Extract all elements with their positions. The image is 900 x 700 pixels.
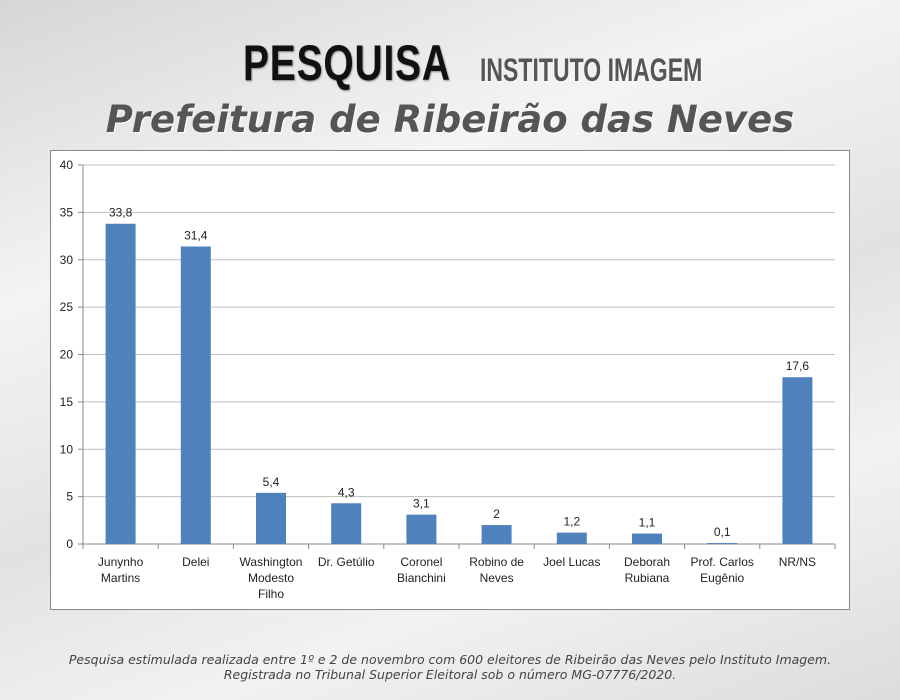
data-label: 4,3 bbox=[338, 485, 355, 499]
footer: Pesquisa estimulada realizada entre 1º e… bbox=[0, 652, 900, 682]
footer-line-1: Pesquisa estimulada realizada entre 1º e… bbox=[68, 652, 832, 667]
bar bbox=[105, 223, 136, 544]
y-tick-label: 25 bbox=[60, 300, 74, 314]
y-tick-label: 10 bbox=[60, 442, 74, 456]
y-tick-label: 0 bbox=[66, 537, 73, 551]
bar bbox=[632, 533, 662, 544]
x-tick-label: NR/NS bbox=[779, 555, 816, 569]
y-tick-label: 20 bbox=[60, 348, 74, 362]
bar bbox=[180, 246, 211, 545]
x-tick-label: Eugênio bbox=[700, 571, 744, 585]
subtitle: Prefeitura de Ribeirão das Neves bbox=[105, 98, 795, 141]
x-tick-label: Filho bbox=[258, 587, 284, 601]
data-label: 0,1 bbox=[714, 525, 731, 539]
x-tick-label: Rubiana bbox=[625, 571, 670, 585]
x-tick-label: Junynho bbox=[98, 555, 144, 569]
institute-name: INSTITUTO IMAGEM bbox=[480, 52, 703, 88]
bar bbox=[406, 514, 437, 544]
bar bbox=[256, 492, 286, 544]
bar bbox=[782, 377, 813, 544]
data-label: 3,1 bbox=[413, 497, 430, 511]
data-label: 2 bbox=[493, 507, 500, 521]
x-tick-label: Washington bbox=[240, 555, 303, 569]
data-label: 31,4 bbox=[184, 228, 208, 242]
x-tick-label: Prof. Carlos bbox=[691, 555, 754, 569]
x-tick-label: Modesto bbox=[248, 571, 294, 585]
x-tick-label: Bianchini bbox=[397, 571, 446, 585]
x-tick-label: Deborah bbox=[624, 555, 670, 569]
bar bbox=[481, 525, 512, 544]
bar bbox=[707, 543, 738, 544]
y-tick-label: 40 bbox=[60, 158, 74, 172]
y-tick-label: 15 bbox=[60, 395, 74, 409]
x-tick-label: Neves bbox=[480, 571, 514, 585]
x-tick-label: Joel Lucas bbox=[543, 555, 600, 569]
data-label: 17,6 bbox=[786, 359, 810, 373]
x-tick-label: Dr. Getúlio bbox=[318, 555, 375, 569]
x-tick-label: Robino de bbox=[469, 555, 524, 569]
data-label: 33,8 bbox=[109, 206, 133, 220]
data-label: 5,4 bbox=[263, 475, 280, 489]
y-tick-label: 30 bbox=[60, 253, 74, 267]
y-tick-label: 5 bbox=[66, 490, 73, 504]
bar bbox=[556, 532, 587, 544]
x-tick-label: Coronel bbox=[400, 555, 442, 569]
x-tick-label: Delei bbox=[182, 555, 209, 569]
data-label: 1,2 bbox=[563, 515, 580, 529]
data-label: 1,1 bbox=[639, 516, 656, 530]
x-tick-label: Martins bbox=[101, 571, 140, 585]
bar bbox=[331, 503, 362, 544]
title: PESQUISA bbox=[243, 35, 451, 91]
y-tick-label: 35 bbox=[60, 205, 74, 219]
footer-line-2: Registrada no Tribunal Superior Eleitora… bbox=[223, 667, 677, 682]
